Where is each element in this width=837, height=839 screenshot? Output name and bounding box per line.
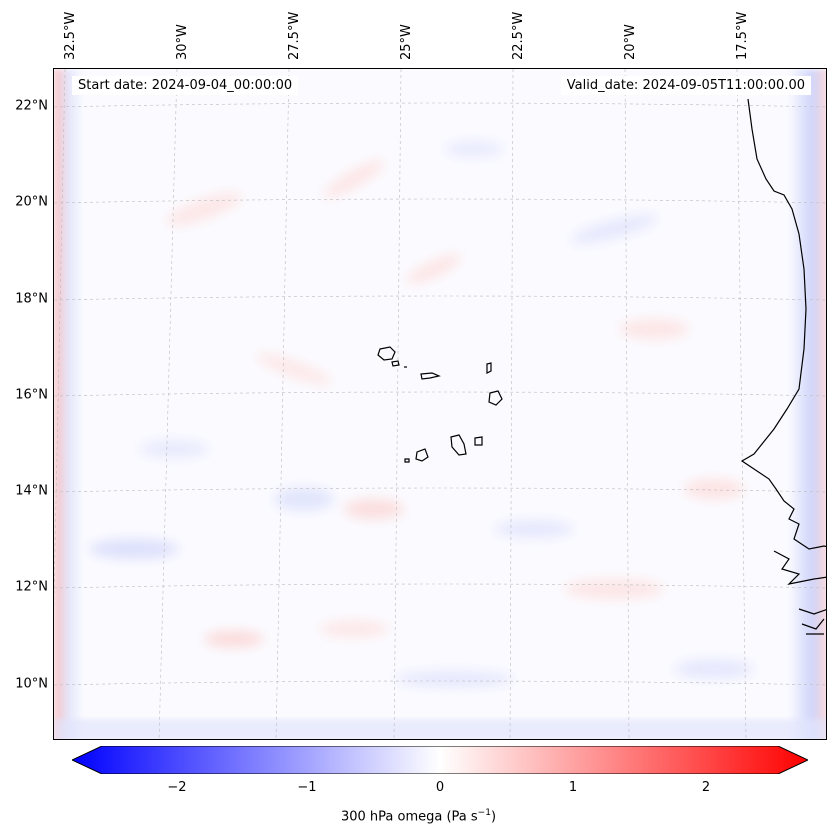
- coastline: [740, 98, 826, 635]
- colorbar-tick-0: 0: [435, 780, 445, 795]
- africa-coast: [740, 98, 826, 550]
- island-boa-vista: [488, 390, 503, 406]
- colorbar-tick-2: 2: [701, 780, 711, 795]
- lon-label-30w: 30°W: [175, 24, 190, 60]
- lon-label-17-5w: 17.5°W: [735, 11, 750, 60]
- island-fogo: [415, 448, 429, 462]
- lat-label-20n: 20°N: [15, 194, 48, 210]
- island-sao-nicolau: [420, 372, 441, 380]
- island-brava: [404, 458, 410, 463]
- graticule: [54, 69, 826, 739]
- colorbar-gradient: [72, 746, 808, 774]
- lat-label-22n: 22°N: [15, 98, 48, 114]
- lon-label-27-5w: 27.5°W: [287, 11, 302, 60]
- lat-label-10n: 10°N: [15, 676, 48, 692]
- left-boundary-band: [54, 69, 84, 739]
- colorbar-tick-1: 1: [568, 780, 578, 795]
- cape-verde-islands: [377, 346, 503, 463]
- island-sao-vicente: [391, 360, 400, 367]
- island-santo-antao: [377, 346, 396, 361]
- africa-coast-south: [773, 550, 826, 585]
- lon-label-32-5w: 32.5°W: [63, 11, 78, 60]
- colorbar-tick-minus1: −1: [297, 780, 317, 795]
- lat-label-16n: 16°N: [15, 387, 48, 403]
- colorbar: [72, 746, 808, 774]
- lon-label-25w: 25°W: [399, 24, 414, 60]
- colorbar-tick-minus2: −2: [167, 780, 187, 795]
- map-background: [54, 69, 826, 739]
- island-maio: [474, 436, 483, 446]
- lat-label-12n: 12°N: [15, 579, 48, 595]
- island-santiago: [450, 434, 467, 456]
- omega-field: [89, 141, 754, 687]
- colorbar-label: 300 hPa omega (Pa s−1): [340, 808, 497, 825]
- lon-label-22-5w: 22.5°W: [511, 11, 526, 60]
- island-sal: [486, 362, 492, 374]
- lon-label-20w: 20°W: [623, 24, 638, 60]
- lat-label-18n: 18°N: [15, 291, 48, 307]
- start-date-label: Start date: 2024-09-04_00:00:00: [72, 76, 299, 95]
- omega-map[interactable]: [53, 68, 827, 740]
- bottom-boundary-band: [54, 719, 826, 739]
- map-canvas: [54, 69, 826, 739]
- valid-date-label: Valid_date: 2024-09-05T11:00:00.00: [560, 76, 811, 95]
- right-boundary-band: [788, 69, 826, 739]
- lat-label-14n: 14°N: [15, 483, 48, 499]
